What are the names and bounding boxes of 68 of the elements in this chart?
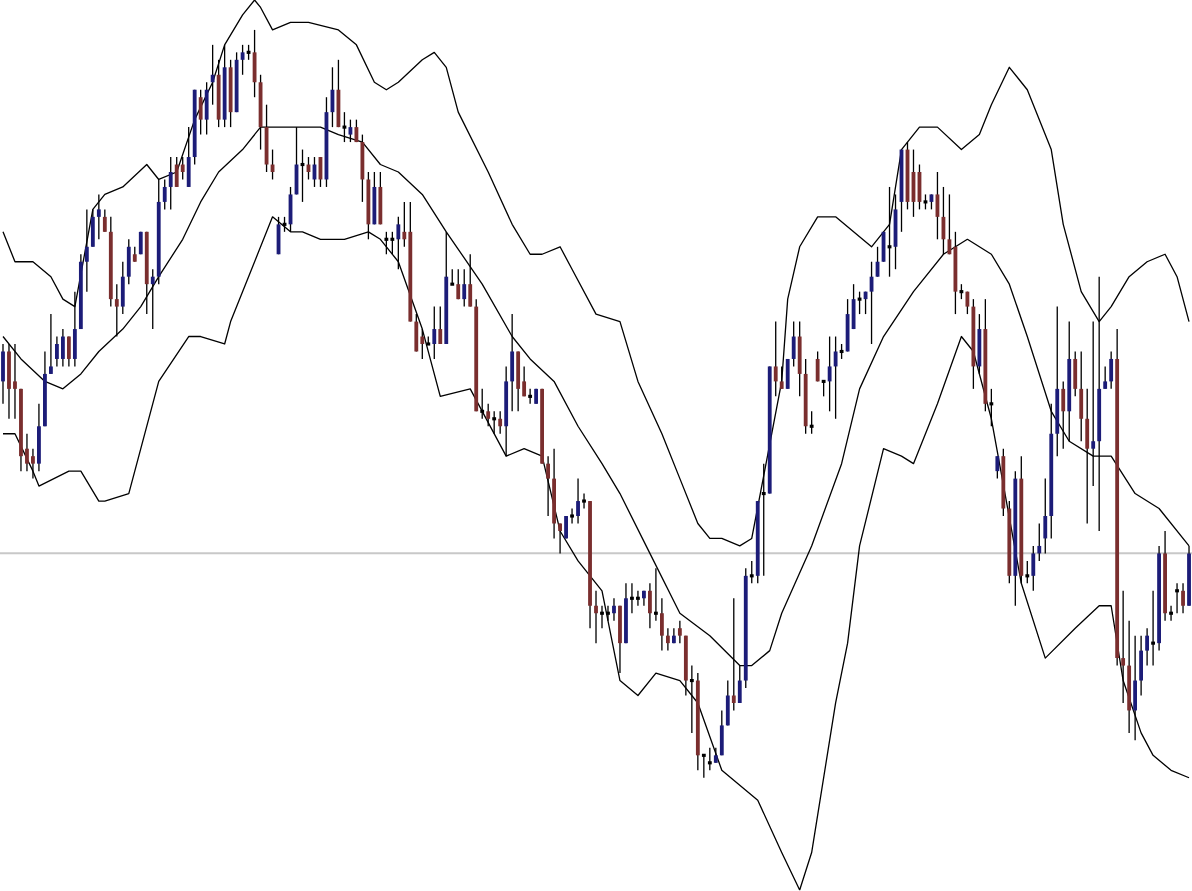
candlestick <box>66 336 71 368</box>
candlestick <box>468 253 473 308</box>
candlestick <box>1145 627 1150 667</box>
candlestick <box>498 410 503 435</box>
candlestick <box>1031 545 1036 592</box>
candlestick <box>54 336 59 368</box>
candlestick <box>815 351 820 383</box>
candlestick <box>564 515 568 540</box>
candlestick <box>612 597 616 622</box>
candlestick <box>546 455 551 517</box>
candlestick <box>198 89 203 136</box>
candlestick <box>31 448 35 480</box>
candlestick <box>665 627 670 652</box>
candlestick <box>96 193 101 241</box>
candlestick <box>486 403 491 428</box>
candlestick <box>1175 582 1179 615</box>
candlestick <box>49 313 53 375</box>
candlestick <box>402 201 407 248</box>
candlestick <box>1181 582 1185 615</box>
candlestick <box>240 44 245 76</box>
candlestick <box>773 321 778 398</box>
candlestick <box>989 388 994 428</box>
candlestick <box>432 306 437 360</box>
candlestick <box>636 590 640 607</box>
candlestick <box>558 523 562 555</box>
candlestick <box>659 597 664 652</box>
candlestick <box>833 336 838 420</box>
candlestick <box>779 365 784 390</box>
candlestick <box>606 605 610 622</box>
candlestick <box>1091 321 1096 487</box>
candlestick <box>576 478 580 525</box>
candlestick <box>420 328 425 360</box>
candlestick <box>677 620 682 644</box>
candlestick <box>13 343 17 420</box>
candlestick <box>522 365 527 398</box>
candlestick <box>174 156 179 188</box>
candlestick <box>462 268 467 308</box>
candlestick <box>653 567 658 622</box>
candlestick <box>1169 605 1173 622</box>
candlestick <box>570 508 574 525</box>
candlestick <box>25 433 29 472</box>
candlestick <box>809 410 814 435</box>
candlestick <box>210 44 215 106</box>
candlestick <box>600 605 604 630</box>
candlestick <box>630 582 634 615</box>
candlestick <box>582 493 586 510</box>
candlestick <box>114 283 119 338</box>
candlestick <box>438 306 443 345</box>
candlestick <box>827 336 832 413</box>
candlestick <box>384 231 389 256</box>
candlestick <box>180 156 185 181</box>
candlestick <box>594 590 598 644</box>
candlestick <box>84 208 89 293</box>
candlestick <box>1061 380 1066 450</box>
candlestick <box>1121 590 1126 704</box>
candlestick <box>791 321 796 368</box>
candlestick <box>995 455 1000 480</box>
candlestick <box>1037 523 1042 562</box>
candlestick <box>1109 351 1114 390</box>
candlestick <box>60 328 65 368</box>
candlestick <box>1043 478 1048 555</box>
candlestick <box>456 268 461 300</box>
candlestick <box>150 268 155 330</box>
candlestick <box>390 231 395 256</box>
candlestick <box>1151 590 1156 667</box>
candlestick <box>168 156 173 211</box>
candlestick <box>648 582 652 630</box>
candlestick <box>162 179 167 211</box>
